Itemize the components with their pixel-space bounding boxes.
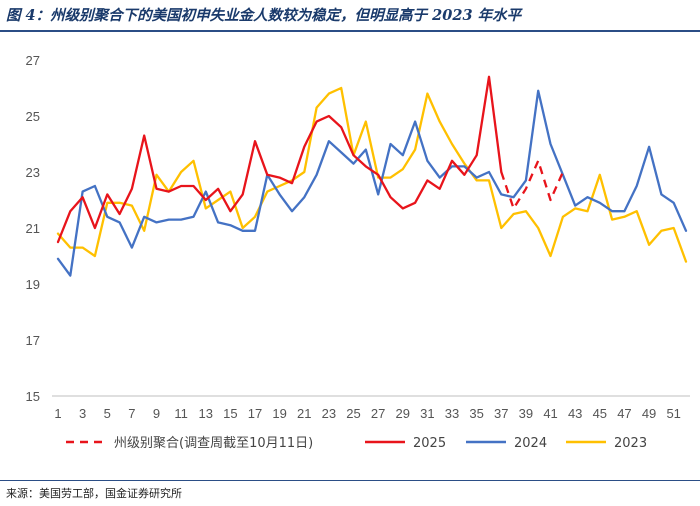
x-tick-label: 33 <box>445 406 459 421</box>
x-tick-label: 23 <box>322 406 336 421</box>
x-tick-label: 1 <box>54 406 61 421</box>
y-tick-label: 27 <box>26 53 40 68</box>
x-tick-label: 13 <box>199 406 213 421</box>
source-note: 来源：美国劳工部，国金证券研究所 <box>6 487 182 500</box>
x-tick-label: 49 <box>642 406 656 421</box>
x-tick-label: 31 <box>420 406 434 421</box>
y-tick-label: 23 <box>26 165 40 180</box>
chart-series <box>56 75 688 277</box>
x-tick-label: 3 <box>79 406 86 421</box>
chart-legend: 州级别聚合(调查周截至10月11日) 2025 2024 2023 <box>66 436 647 451</box>
x-tick-label: 51 <box>666 406 680 421</box>
series-line-3 <box>56 86 688 263</box>
x-tick-label: 9 <box>153 406 160 421</box>
y-tick-label: 19 <box>26 277 40 292</box>
legend-label-3: 2023 <box>614 436 647 451</box>
x-tick-label: 43 <box>568 406 582 421</box>
x-tick-label: 11 <box>174 406 188 421</box>
x-tick-label: 37 <box>494 406 508 421</box>
x-tick-label: 17 <box>248 406 262 421</box>
legend-label-0: 州级别聚合(调查周截至10月11日) <box>114 436 313 451</box>
legend-label-2: 2024 <box>514 436 547 451</box>
series-line-2 <box>56 89 688 277</box>
x-tick-label: 21 <box>297 406 311 421</box>
x-tick-label: 15 <box>223 406 237 421</box>
x-tick-label: 27 <box>371 406 385 421</box>
x-tick-label: 41 <box>543 406 557 421</box>
series-line-1 <box>56 75 503 244</box>
x-tick-label: 29 <box>396 406 410 421</box>
y-tick-label: 25 <box>26 109 40 124</box>
top-divider <box>0 30 700 32</box>
x-tick-label: 25 <box>346 406 360 421</box>
y-tick-label: 21 <box>26 221 40 236</box>
x-tick-label: 39 <box>519 406 533 421</box>
bottom-divider <box>0 480 700 481</box>
x-tick-label: 19 <box>272 406 286 421</box>
y-tick-label: 17 <box>26 333 40 348</box>
series-line-0 <box>500 159 564 210</box>
x-tick-label: 5 <box>104 406 111 421</box>
x-tick-label: 45 <box>593 406 607 421</box>
chart-title: 图 4：州级别聚合下的美国初申失业金人数较为稳定，但明显高于 2023 年水平 <box>6 7 522 24</box>
y-tick-label: 15 <box>26 389 40 404</box>
legend-label-1: 2025 <box>413 436 446 451</box>
x-tick-label: 35 <box>469 406 483 421</box>
x-tick-label: 47 <box>617 406 631 421</box>
x-tick-label: 7 <box>128 406 135 421</box>
